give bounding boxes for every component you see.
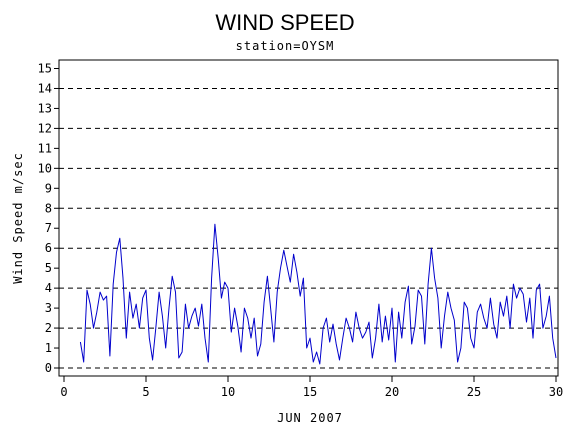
y-tick-label-5: 5 <box>45 261 52 275</box>
y-tick-label-15: 15 <box>38 62 52 76</box>
y-tick-label-14: 14 <box>38 81 52 95</box>
x-tick-label-25: 25 <box>467 385 481 399</box>
y-tick-label-7: 7 <box>45 221 52 235</box>
series-layer <box>79 223 557 365</box>
y-tick-label-12: 12 <box>38 121 52 135</box>
x-tick-label-10: 10 <box>221 385 235 399</box>
y-tick-label-6: 6 <box>45 241 52 255</box>
x-tick-label-0: 0 <box>60 385 67 399</box>
gridlines <box>59 87 558 369</box>
y-tick-label-8: 8 <box>45 201 52 215</box>
y-tick-label-3: 3 <box>45 301 52 315</box>
y-tick-label-4: 4 <box>45 281 52 295</box>
chart-title: WIND SPEED <box>215 10 354 35</box>
y-tick-label-9: 9 <box>45 181 52 195</box>
x-tick-label-30: 30 <box>549 385 563 399</box>
x-tick-label-20: 20 <box>385 385 399 399</box>
y-tick-label-13: 13 <box>38 101 52 115</box>
x-axis: 0 5 10 15 20 25 30 <box>60 376 563 399</box>
y-tick-label-0: 0 <box>45 361 52 375</box>
x-tick-label-5: 5 <box>142 385 149 399</box>
y-axis-label: Wind Speed m/sec <box>11 152 25 284</box>
y-tick-label-1: 1 <box>45 341 52 355</box>
y-tick-label-2: 2 <box>45 321 52 335</box>
y-tick-label-11: 11 <box>38 141 52 155</box>
series-line-0 <box>79 223 557 365</box>
y-tick-label-10: 10 <box>38 161 52 175</box>
x-tick-label-15: 15 <box>303 385 317 399</box>
plot-area <box>58 59 559 377</box>
chart-subtitle: station=OYSM <box>236 39 335 53</box>
x-axis-label: JUN 2007 <box>277 411 343 425</box>
